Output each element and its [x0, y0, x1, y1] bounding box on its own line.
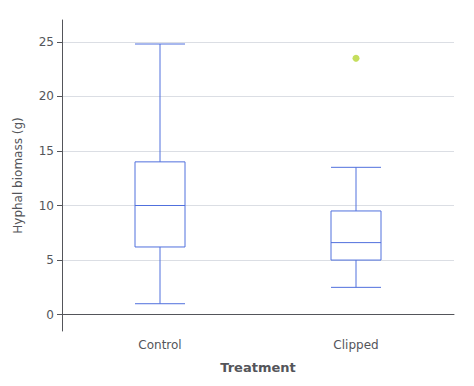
svg-text:25: 25: [39, 35, 54, 49]
svg-text:Treatment: Treatment: [220, 360, 296, 375]
svg-text:Clipped: Clipped: [333, 338, 378, 352]
svg-text:20: 20: [39, 89, 54, 103]
svg-text:10: 10: [39, 199, 54, 213]
svg-text:0: 0: [46, 308, 54, 322]
svg-text:Control: Control: [138, 338, 181, 352]
svg-text:15: 15: [39, 144, 54, 158]
svg-text:5: 5: [46, 253, 54, 267]
svg-text:Hyphal biomass (g): Hyphal biomass (g): [11, 117, 25, 233]
